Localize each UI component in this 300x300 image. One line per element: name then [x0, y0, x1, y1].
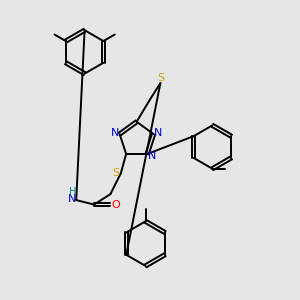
Text: H: H [69, 187, 76, 197]
Text: N: N [154, 128, 162, 138]
Text: S: S [157, 73, 164, 83]
Text: N: N [68, 194, 76, 204]
Text: O: O [111, 200, 120, 210]
Text: N: N [111, 128, 119, 138]
Text: N: N [147, 151, 156, 160]
Text: S: S [112, 168, 119, 178]
